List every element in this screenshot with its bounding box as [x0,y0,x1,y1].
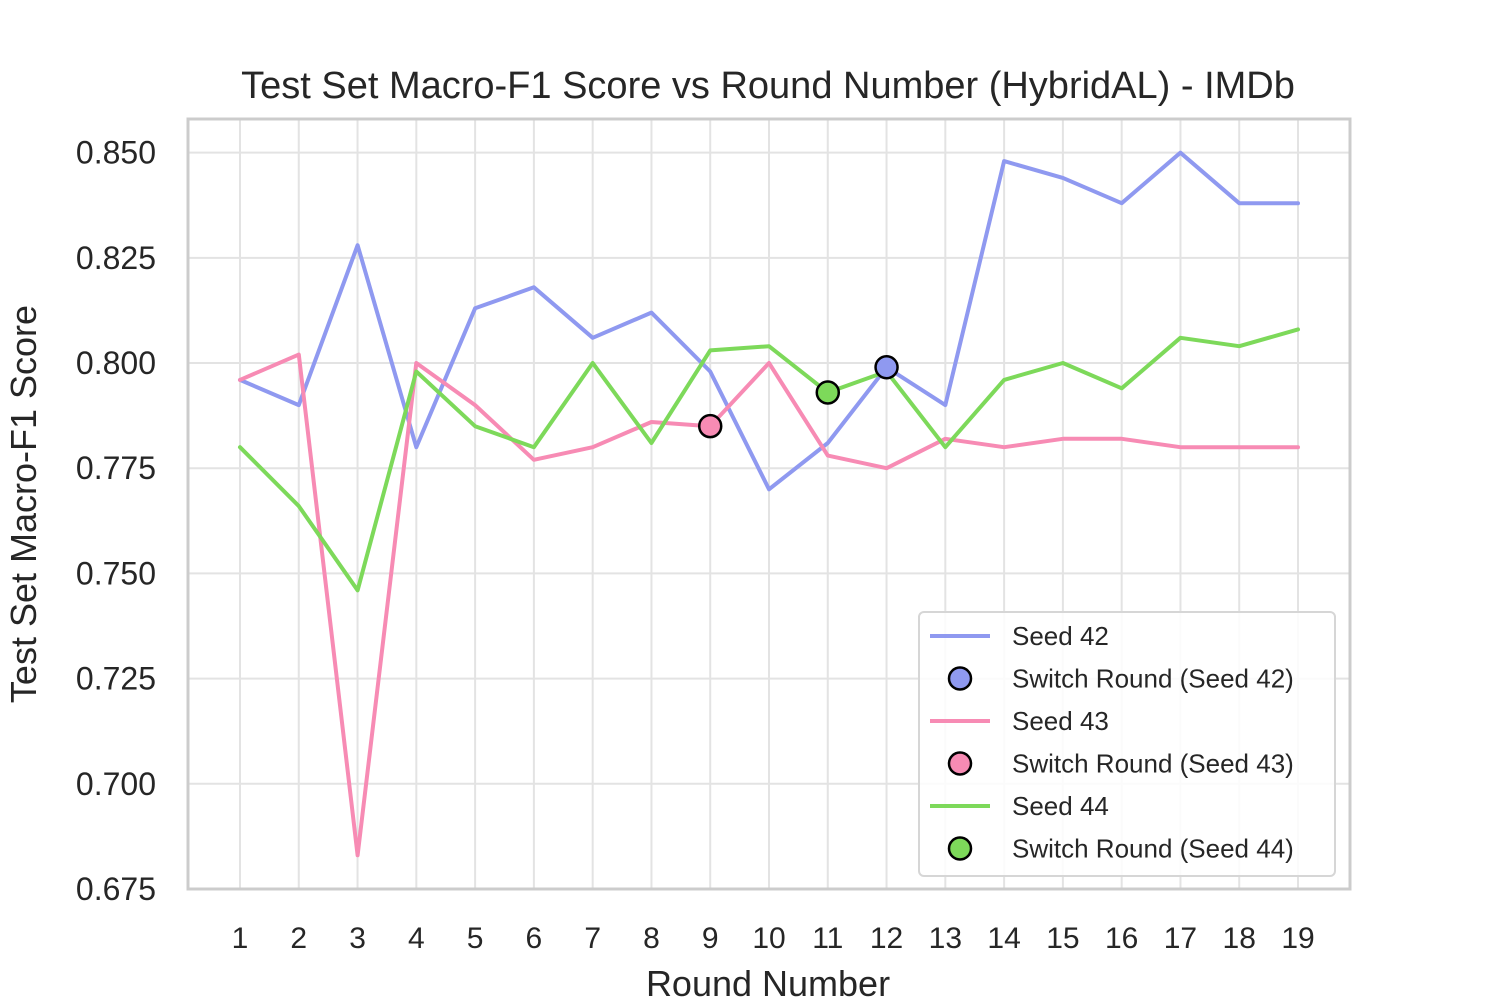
legend-entry-label: Seed 43 [1012,706,1109,736]
legend: Seed 42 Switch Round (Seed 42) Seed 43 Swit… [918,611,1336,877]
y-tick-label: 0.825 [76,240,156,276]
x-tick-label: 12 [870,922,903,955]
x-tick-label: 4 [408,922,425,955]
chart-title: Test Set Macro-F1 Score vs Round Number … [241,65,1295,107]
legend-entry-label: Seed 42 [1012,621,1109,651]
y-tick-label: 0.775 [76,450,156,486]
x-tick-label: 17 [1164,922,1197,955]
x-tick-label: 11 [812,922,843,955]
x-tick-label: 14 [987,922,1020,955]
plot-frame [186,117,1352,891]
series-line-seed-43 [238,352,1300,858]
legend-entry-label: Switch Round (Seed 43) [1012,749,1294,779]
plot-lines [238,150,1300,858]
switch-marker-seed-42 [874,355,899,380]
x-tick-label: 5 [467,922,484,955]
switch-marker-seed-44 [815,380,841,405]
legend-box [918,611,1336,877]
y-tick-label: 0.750 [76,555,156,591]
legend-entry-label: Seed 44 [1012,791,1109,821]
x-tick-label: 15 [1046,922,1079,955]
x-tick-label: 8 [643,922,660,955]
legend-marker-swatch [947,666,973,691]
legend-marker-swatch [947,751,973,776]
x-tick-label: 10 [752,922,785,955]
y-axis-label: Test Set Macro-F1 Score [3,305,44,703]
y-tick-label: 0.850 [76,135,156,171]
switch-markers [697,355,899,439]
x-tick-label: 3 [349,922,366,955]
legend-marker-swatch [947,836,973,861]
x-tick-label: 9 [702,922,719,955]
x-tick-label: 16 [1105,922,1138,955]
y-tick-label: 0.675 [76,871,156,907]
y-tick-label: 0.700 [76,766,156,802]
x-tick-label: 13 [929,922,962,955]
legend-entry-label: Switch Round (Seed 44) [1012,834,1294,864]
x-tick-label: 7 [584,922,601,955]
y-axis-ticks: 0.675 0.700 0.725 0.750 0.775 0.800 0.825 0.850 [76,135,156,907]
legend-entry-label: Switch Round (Seed 42) [1012,664,1294,694]
y-tick-label: 0.725 [76,661,156,697]
x-tick-label: 19 [1281,922,1314,955]
x-tick-label: 2 [290,922,307,955]
x-tick-label: 6 [526,922,543,955]
x-axis-ticks: 1 2 3 4 5 6 7 8 9 10 11 12 13 14 15 16 17 18 19 [232,922,1315,955]
series-line-seed-44 [238,327,1300,593]
series-line-seed-42 [238,150,1300,492]
x-axis-label: Round Number [646,963,890,1000]
x-tick-label: 18 [1223,922,1256,955]
x-tick-label: 1 [232,922,249,955]
y-tick-label: 0.800 [76,345,156,381]
switch-marker-seed-43 [697,413,723,439]
